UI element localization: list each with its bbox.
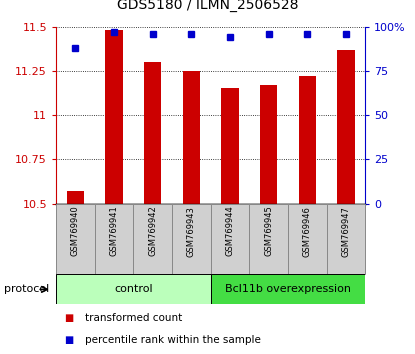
Text: ■: ■ <box>64 335 73 345</box>
Bar <box>288 204 327 274</box>
Text: GSM769945: GSM769945 <box>264 206 273 256</box>
Bar <box>67 191 84 204</box>
Text: GDS5180 / ILMN_2506528: GDS5180 / ILMN_2506528 <box>117 0 298 12</box>
Text: Bcl11b overexpression: Bcl11b overexpression <box>225 284 351 295</box>
Text: percentile rank within the sample: percentile rank within the sample <box>85 335 261 345</box>
Bar <box>133 204 172 274</box>
Text: GSM769946: GSM769946 <box>303 206 312 257</box>
Bar <box>210 274 365 304</box>
Text: GSM769940: GSM769940 <box>71 206 80 256</box>
Text: GSM769942: GSM769942 <box>148 206 157 256</box>
Text: transformed count: transformed count <box>85 313 182 323</box>
Bar <box>183 71 200 204</box>
Bar <box>210 204 249 274</box>
Text: protocol: protocol <box>4 284 49 295</box>
Bar <box>144 62 161 204</box>
Text: GSM769944: GSM769944 <box>225 206 234 256</box>
Bar <box>298 76 316 204</box>
Bar <box>56 274 210 304</box>
Bar <box>260 85 277 204</box>
Text: control: control <box>114 284 153 295</box>
Bar <box>249 204 288 274</box>
Text: ■: ■ <box>64 313 73 323</box>
Bar <box>105 30 123 204</box>
Bar <box>56 204 95 274</box>
Bar <box>172 204 210 274</box>
Text: GSM769947: GSM769947 <box>342 206 350 257</box>
Bar <box>95 204 133 274</box>
Text: GSM769941: GSM769941 <box>110 206 119 256</box>
Bar <box>327 204 365 274</box>
Text: GSM769943: GSM769943 <box>187 206 196 257</box>
Bar <box>221 88 239 204</box>
Bar <box>337 50 354 204</box>
